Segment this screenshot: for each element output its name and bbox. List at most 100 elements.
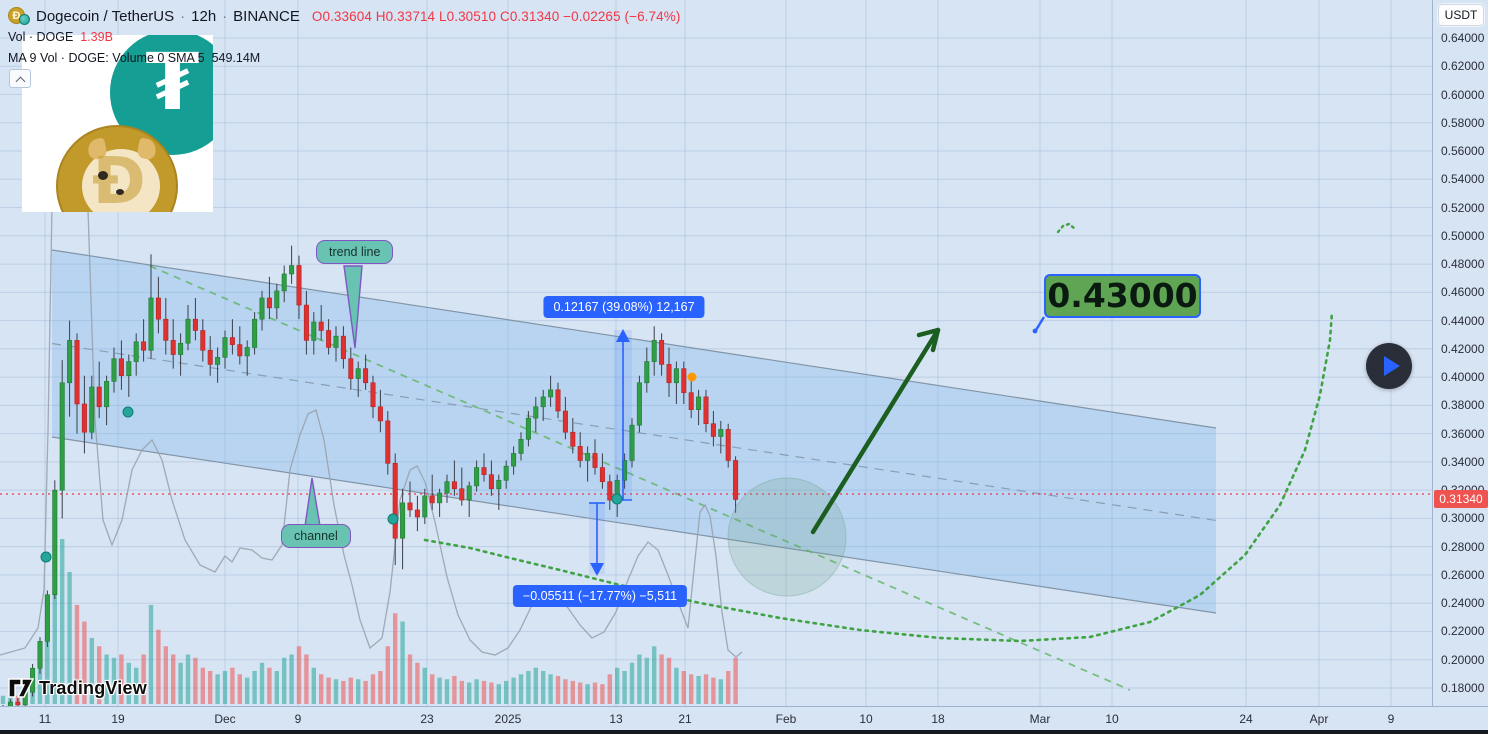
volume-bar [733,657,738,704]
symbol-legend-row[interactable]: Ð Dogecoin / TetherUS · 12h · BINANCE O0… [8,6,680,26]
volume-bar [134,667,139,704]
volume-bar [674,667,679,704]
channel-callout[interactable]: channel [281,524,351,548]
tradingview-name: TradingView [39,677,147,698]
price-axis[interactable]: USDT 0.64000 0.62000 0.60000 0.58000 0.56000… [1432,0,1488,706]
candle-body [111,358,117,382]
candle-body [592,453,598,468]
candle-body [289,265,295,275]
volume-bar [230,667,235,704]
channel-top-line [51,249,1217,429]
price-tick-label: 0.30000 [1441,511,1485,526]
channel-callout-tail [304,477,321,527]
target-anchor-dot [1032,328,1038,334]
volume-bar [215,674,220,704]
price-range-label-down[interactable]: −0.05511 (−17.77%) −5,511 [512,585,688,607]
candle-body [629,424,635,461]
volume-bar [407,654,413,704]
candle-body [444,481,450,494]
candle-body [311,321,317,341]
candle-body [703,396,709,425]
volume-bar [644,657,649,704]
chevron-up-icon [15,76,26,87]
trend-line-callout[interactable]: trend line [316,240,394,264]
candle-body [170,340,176,355]
candle-body [281,273,287,292]
candle-body [155,297,161,320]
volume-bar [696,675,701,704]
volume-bar [8,694,13,704]
volume-bar [570,680,575,704]
coin-logos-image: ₮ Ð [22,35,213,212]
candle-body [636,382,642,426]
time-tick-label: 24 [1239,712,1253,726]
volume-bar [237,674,242,704]
volume-bar [681,671,686,704]
price-tick-label: 0.38000 [1441,398,1485,413]
up-arrowhead [916,327,941,353]
candle-body [459,488,465,501]
candle-body [370,382,376,408]
time-tick-label: 11 [38,712,52,726]
tradingview-watermark[interactable]: TradingView [8,676,147,700]
last-price-badge[interactable]: 0.31340 [1434,490,1488,509]
symbol-title[interactable]: Dogecoin / TetherUS [36,7,175,25]
time-tick-label: 10 [859,712,873,726]
candle-body [555,389,561,412]
price-tick-label: 0.58000 [1441,115,1485,130]
price-target-label[interactable]: 0.43000 [1044,274,1201,318]
candle-body [163,318,169,341]
volume-bar [489,682,494,704]
candle-body [37,641,43,669]
separator: · [180,7,186,25]
volume-bar [245,677,250,704]
time-axis[interactable]: 11 19 Dec 9 23 2025 13 21 Feb 10 18 Mar 10 24 Apr 9 [0,706,1488,730]
candle-body [644,361,650,384]
volume-bar [437,677,442,704]
volume-bar [541,671,546,704]
interval-label[interactable]: 12h [191,7,217,25]
volume-bar [666,657,672,704]
volume-indicator-label[interactable]: Vol · DOGE [8,30,74,44]
time-tick-label: 9 [294,712,302,726]
volume-bar [496,684,501,704]
ma-value: 549.14M [211,51,261,65]
volume-bar [52,563,57,704]
chart-canvas[interactable] [0,0,1432,706]
separator: · [222,7,228,25]
price-tick-label: 0.48000 [1441,257,1485,272]
volume-bar [363,680,368,704]
volume-bar [703,674,709,704]
candle-body [67,340,73,384]
volume-bar [289,654,294,704]
volume-bar [296,646,302,704]
candle-body [385,420,391,464]
currency-toggle-button[interactable]: USDT [1438,4,1484,26]
time-tick-label: 9 [1387,712,1395,726]
ma-indicator-label[interactable]: MA 9 Vol · DOGE: Volume 0 SMA 5 [8,51,205,65]
candle-body [259,297,265,320]
volume-bar [518,674,524,704]
volume-bar [444,679,450,704]
candle-body [733,460,739,500]
exchange-label: BINANCE [233,7,300,25]
volume-bar [378,671,383,704]
volume-bar [304,654,309,704]
volume-bar [592,682,598,704]
price-tick-label: 0.52000 [1441,200,1485,215]
price-tick-label: 0.36000 [1441,426,1485,441]
candle-body [126,361,132,377]
candle-body [518,438,524,454]
candle-body [215,357,221,365]
ma-legend-row[interactable]: MA 9 Vol · DOGE: Volume 0 SMA 5 549.14M [8,51,260,65]
price-range-label-up[interactable]: 0.12167 (39.08%) 12,167 [543,296,705,318]
volume-legend-row[interactable]: Vol · DOGE 1.39B [8,30,113,44]
volume-bar [607,674,612,704]
price-tick-label: 0.42000 [1441,341,1485,356]
volume-bar [200,667,205,704]
candle-body [718,429,724,437]
candle-body [481,467,487,475]
play-button[interactable] [1366,343,1412,389]
collapse-legend-button[interactable] [9,69,31,88]
volume-bar [726,671,731,704]
